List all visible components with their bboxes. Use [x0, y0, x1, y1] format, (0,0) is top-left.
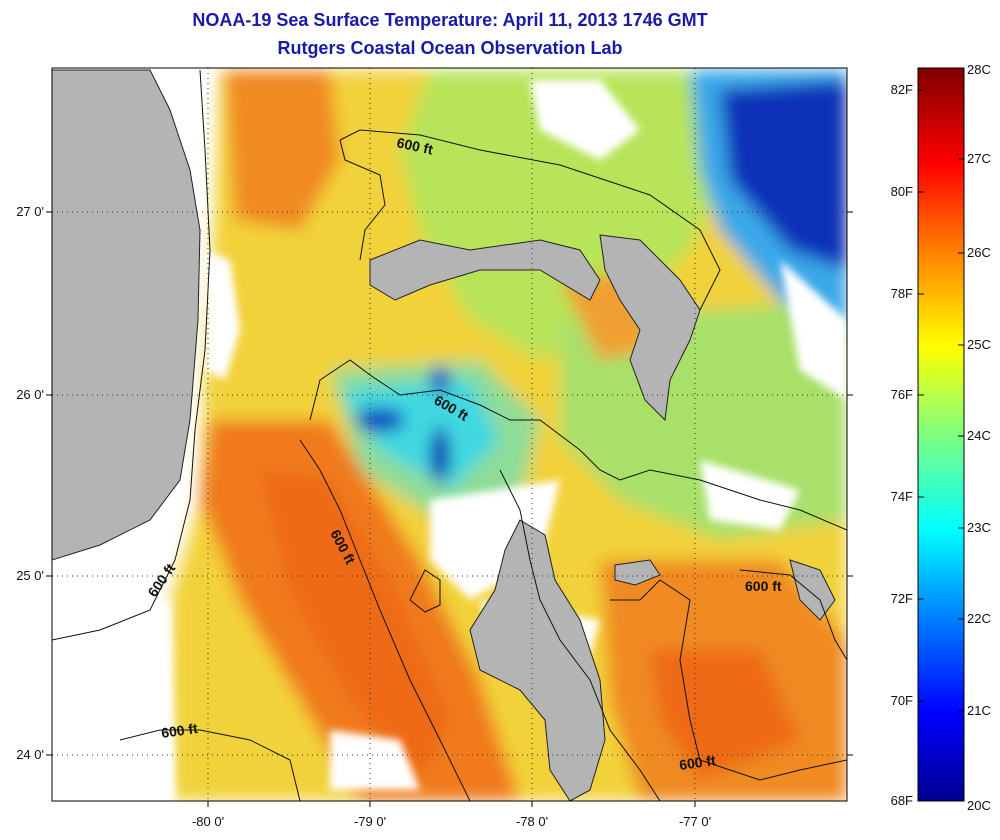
lon-label-79: -79 0': [354, 814, 386, 829]
lat-label-24: 24 0': [16, 747, 44, 762]
colorbar-f-label: 74F: [891, 489, 913, 504]
new-providence-land: [614, 559, 661, 586]
lat-label-26: 26 0': [16, 387, 44, 402]
andros-land: [469, 519, 606, 801]
sst-map-area[interactable]: 600 ft 600 ft 600 ft 600 ft 600 ft 600 f…: [52, 68, 847, 801]
colorbar-f-label: 72F: [891, 591, 913, 606]
isobath-florida: [52, 69, 211, 641]
grand-bahama-land: [369, 239, 601, 301]
colorbar-f-label: 68F: [891, 793, 913, 808]
colorbar-c-label: 26C: [967, 245, 991, 260]
lat-label-25: 25 0': [16, 568, 44, 583]
lon-label-77: -77 0': [679, 814, 711, 829]
abaco-land: [599, 234, 701, 422]
lat-label-27: 27 0': [16, 204, 44, 219]
colorbar-c-label: 24C: [967, 428, 991, 443]
colorbar: 82F 80F 78F 76F 74F 72F 70F 68F 28C 27C …: [891, 62, 991, 813]
contour-label-south: 600 ft: [678, 752, 717, 773]
map-title: NOAA-19 Sea Surface Temperature: April 1…: [192, 10, 708, 30]
isobath-strait-east: [299, 439, 471, 801]
map-gridlines: [52, 68, 847, 801]
lon-label-80: -80 0': [192, 814, 224, 829]
no-data-regions: [52, 80, 847, 801]
isobath-contours: [52, 69, 847, 801]
colorbar-f-label: 80F: [891, 184, 913, 199]
colorbar-f-label: 78F: [891, 286, 913, 301]
colorbar-c-label: 28C: [967, 62, 991, 77]
colorbar-c-label: 22C: [967, 611, 991, 626]
colorbar-c-label: 23C: [967, 520, 991, 535]
isobath-south-west: [119, 729, 301, 801]
colorbar-c-label: 27C: [967, 151, 991, 166]
eleuthera-land: [789, 559, 836, 621]
colorbar-f-label: 82F: [891, 82, 913, 97]
colorbar-c-label: 25C: [967, 337, 991, 352]
map-frame: [51, 67, 848, 802]
florida-land: [52, 69, 201, 561]
colorbar-c-label: 20C: [967, 798, 991, 813]
map-subtitle: Rutgers Coastal Ocean Observation Lab: [277, 38, 623, 58]
lon-label-78: -78 0': [516, 814, 548, 829]
colorbar-f-label: 76F: [891, 387, 913, 402]
isobath-tongue-west: [499, 469, 661, 801]
colorbar-c-label: 21C: [967, 703, 991, 718]
contour-label-north: 600 ft: [395, 134, 434, 157]
contour-label-east: 600 ft: [745, 578, 782, 594]
isobath-eleuthera: [739, 569, 847, 661]
isobath-lbb-north: [339, 129, 721, 311]
isobath-lbb-west: [339, 139, 386, 261]
colorbar-f-label: 70F: [891, 693, 913, 708]
isobath-tongue-east: [610, 579, 847, 781]
isobath-gbb-south: [309, 359, 847, 531]
map-ticks: [46, 211, 853, 807]
isobath-bimini-loop: [409, 569, 441, 613]
contour-label-southwest: 600 ft: [160, 720, 199, 741]
colorbar-gradient: [917, 67, 965, 802]
land-masses: [52, 69, 836, 801]
